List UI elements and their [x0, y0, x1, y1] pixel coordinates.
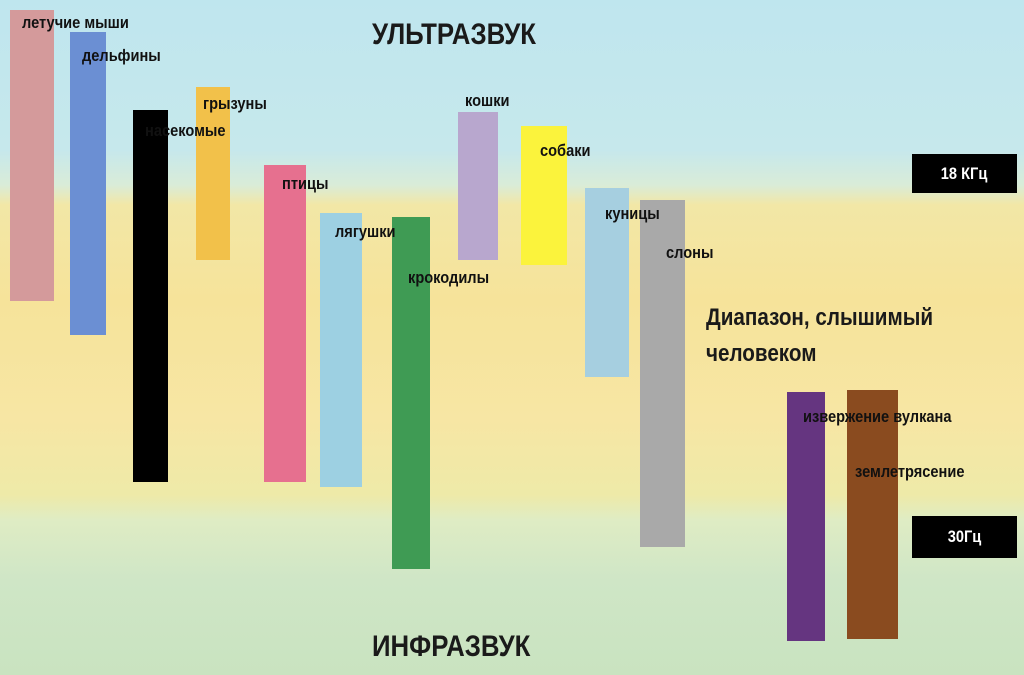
ultrasound-title: УЛЬТРАЗВУК [372, 18, 537, 51]
bar-martens [585, 188, 629, 377]
frequency-marker-lower: 30Гц [912, 516, 1017, 558]
label-earthquake: землетрясение [855, 462, 965, 481]
frequency-marker-upper-label: 18 КГц [941, 163, 988, 183]
label-volcano: извержение вулкана [803, 407, 952, 426]
infrasound-title: ИНФРАЗВУК [372, 630, 531, 663]
label-bats: летучие мыши [22, 13, 129, 32]
bar-volcano [787, 392, 825, 641]
label-crocodiles: крокодилы [408, 268, 490, 287]
bar-dolphins [70, 32, 106, 335]
bar-earthquake [847, 390, 898, 639]
human-range-label: Диапазон, слышимый человеком [706, 304, 934, 367]
label-insects: насекомые [145, 121, 226, 140]
bar-rodents [196, 87, 230, 260]
label-dogs: собаки [540, 141, 591, 160]
bar-elephants [640, 200, 685, 547]
label-dolphins: дельфины [82, 46, 161, 65]
bar-crocodiles [392, 217, 430, 569]
label-rodents: грызуны [203, 94, 267, 113]
frequency-marker-lower-label: 30Гц [947, 527, 982, 546]
label-frogs: лягушки [335, 222, 396, 241]
bar-dogs [521, 126, 567, 265]
bar-frogs [320, 213, 362, 487]
bar-birds [264, 165, 306, 482]
label-elephants: слоны [666, 243, 714, 262]
bar-cats [458, 112, 498, 260]
bar-insects [133, 110, 168, 482]
label-cats: кошки [465, 91, 510, 110]
label-birds: птицы [282, 174, 329, 193]
bar-bats [10, 10, 54, 301]
frequency-marker-upper: 18 КГц [912, 154, 1017, 193]
label-martens: куницы [605, 204, 660, 223]
